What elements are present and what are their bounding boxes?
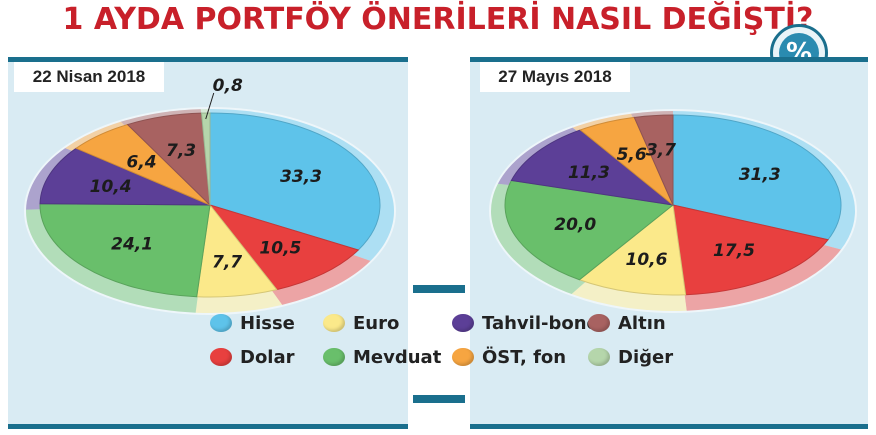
- center-divider: [408, 100, 470, 283]
- slice-label-Tahvil-bono: 11,3: [568, 163, 610, 183]
- legend-label: Hisse: [240, 312, 295, 334]
- legend-swatch: [323, 348, 345, 366]
- legend-swatch: [323, 314, 345, 332]
- slice-label-Euro: 7,7: [212, 252, 242, 272]
- legend-item: Dolar: [210, 345, 295, 369]
- slice-label-Dolar: 10,5: [259, 238, 301, 258]
- legend-item: Hisse: [210, 311, 295, 335]
- legend-item: Mevduat: [323, 345, 441, 369]
- legend-label: Tahvil-bono: [482, 312, 599, 334]
- legend-item: Tahvil-bono: [452, 311, 599, 335]
- pie-slice-Mevduat: [504, 179, 675, 281]
- pie-slice-Hisse: [209, 112, 381, 251]
- slice-label-ÖST, fon: 6,4: [127, 153, 157, 173]
- legend-label: Mevduat: [353, 346, 442, 368]
- page-title: 1 AYDA PORTFÖY ÖNERİLERİ NASIL DEĞİŞTİ?: [62, 2, 814, 37]
- pie-slice-Altın: [633, 114, 674, 206]
- legend-label: Dolar: [240, 346, 295, 368]
- pie-chart-1: 31,3 17,5 10,6 20,0 11,3 5,6 3,7: [489, 109, 857, 313]
- slice-label-Mevduat: 20,0: [554, 215, 596, 235]
- center-divider: [408, 293, 470, 393]
- pie-chart-0: 33,3 10,5 7,7 24,1 10,4 6,4 7,3 0,8: [24, 76, 396, 315]
- pie-slice-Diğer: [200, 112, 211, 206]
- panel-top-rule: [8, 57, 408, 62]
- panel-top-rule: [470, 57, 868, 62]
- legend-swatch: [452, 348, 474, 366]
- slice-leader-line: [205, 92, 215, 120]
- chart-title-april: 22 Nisan 2018: [14, 62, 164, 92]
- legend-label: Diğer: [618, 346, 674, 368]
- pie-slice-Hisse: [672, 114, 842, 241]
- slice-label-Dolar: 17,5: [713, 241, 755, 261]
- legend-item: Diğer: [588, 345, 673, 369]
- slice-label-Hisse: 31,3: [739, 165, 781, 185]
- legend-swatch: [588, 348, 610, 366]
- slice-label-Euro: 10,6: [625, 250, 667, 270]
- slice-label-ÖST, fon: 5,6: [617, 145, 647, 165]
- pie-slice-Euro: [578, 204, 687, 296]
- legend-label: ÖST, fon: [482, 346, 567, 368]
- legend-item: Altın: [588, 311, 666, 335]
- slice-label-Diğer: 0,8: [213, 76, 243, 96]
- slice-label-Mevduat: 24,1: [111, 234, 153, 254]
- legend-item: Euro: [323, 311, 399, 335]
- legend-swatch: [452, 314, 474, 332]
- legend-item: ÖST, fon: [452, 345, 566, 369]
- pie-slice-Dolar: [208, 204, 360, 291]
- slice-label-Tahvil-bono: 10,4: [90, 177, 132, 197]
- pie-slice-Dolar: [672, 204, 829, 296]
- legend-label: Altın: [618, 312, 666, 334]
- pie-slice-Tahvil-bono: [510, 129, 675, 206]
- legend: Hisse Euro Tahvil-bono Altın Dolar Mevduat ÖST…: [210, 311, 690, 381]
- chart-title-may: 27 Mayıs 2018: [480, 62, 630, 92]
- legend-swatch: [210, 314, 232, 332]
- legend-swatch: [210, 348, 232, 366]
- pie-slice-Tahvil-bono: [39, 147, 211, 206]
- center-divider-bar: [413, 395, 465, 403]
- slice-label-Hisse: 33,3: [280, 167, 322, 187]
- center-divider-bar: [413, 285, 465, 293]
- panel-bottom-rule: [8, 424, 408, 429]
- slice-label-Altın: 3,7: [646, 141, 676, 161]
- legend-swatch: [588, 314, 610, 332]
- pie-slice-Mevduat: [39, 203, 211, 298]
- legend-label: Euro: [353, 312, 400, 334]
- slice-label-Altın: 7,3: [166, 141, 196, 161]
- panel-bottom-rule: [470, 424, 868, 429]
